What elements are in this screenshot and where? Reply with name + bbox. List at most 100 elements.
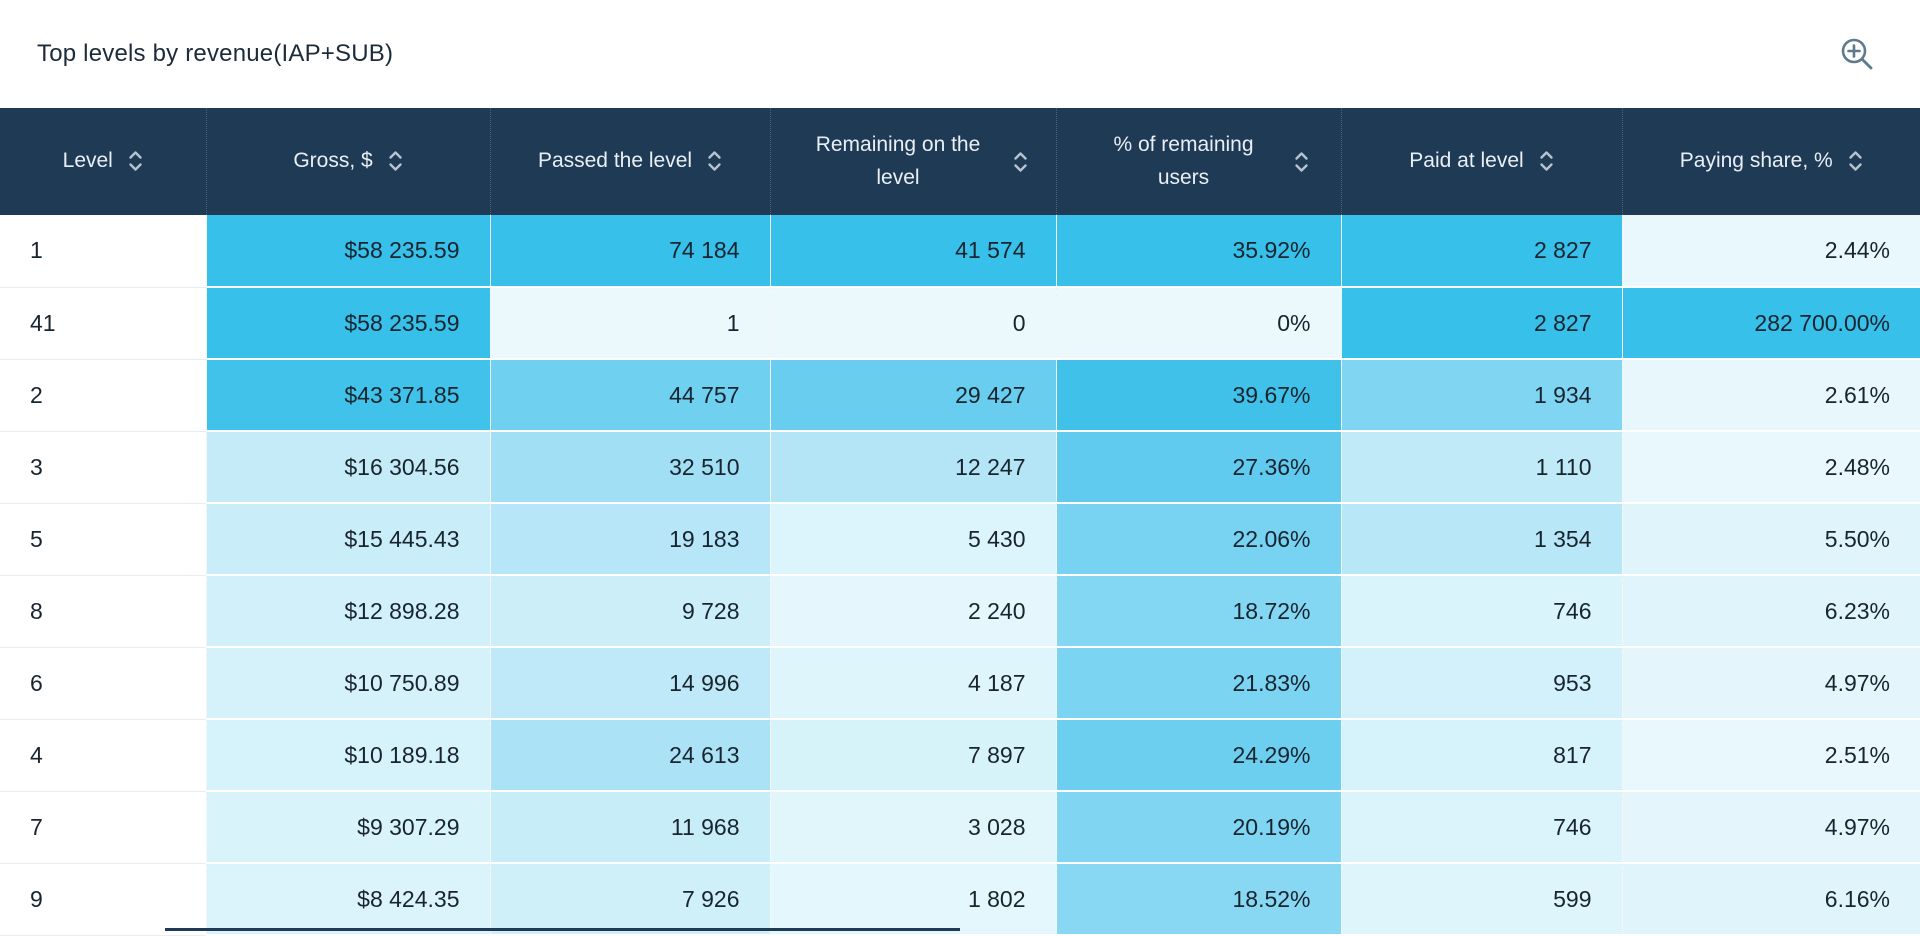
- value-cell: 817: [1340, 719, 1622, 792]
- value-cell: $43 371.85: [205, 359, 490, 432]
- value-cell: 1: [489, 287, 770, 360]
- value-cell: 4 187: [769, 647, 1056, 720]
- value-cell: 953: [1340, 647, 1622, 720]
- value-cell: 2 240: [769, 575, 1056, 648]
- table-row: 2 $43 371.85 44 757 29 427 39.67% 1 934 2.61%: [0, 359, 1920, 432]
- value-cell: 21.83%: [1055, 647, 1341, 720]
- value-cell: $16 304.56: [205, 431, 490, 504]
- value-cell: 746: [1340, 791, 1622, 864]
- sort-icon: [1849, 151, 1862, 172]
- value-cell: 2.51%: [1621, 719, 1920, 792]
- zoom-in-button[interactable]: [1834, 31, 1880, 77]
- column-header-paying-share[interactable]: Paying share, %: [1621, 108, 1920, 215]
- column-header-level[interactable]: Level: [0, 108, 206, 215]
- level-cell: 4: [0, 719, 206, 792]
- value-cell: 2 827: [1340, 287, 1622, 360]
- level-cell: 9: [0, 863, 206, 936]
- table-header: Level Gross, $ Passed the level: [0, 108, 1920, 215]
- next-widget-top-edge: [165, 928, 960, 931]
- value-cell: $9 307.29: [205, 791, 490, 864]
- table-row: 6 $10 750.89 14 996 4 187 21.83% 953 4.97%: [0, 647, 1920, 720]
- value-cell: 4.97%: [1621, 647, 1920, 720]
- magnifier-plus-icon: [1841, 38, 1873, 70]
- value-cell: 39.67%: [1055, 359, 1341, 432]
- sort-icon: [388, 151, 402, 172]
- value-cell: 24.29%: [1055, 719, 1341, 792]
- value-cell: 0%: [1055, 287, 1341, 360]
- column-header-gross[interactable]: Gross, $: [205, 108, 490, 215]
- column-header-remaining-on-the-level[interactable]: Remaining on the level: [769, 108, 1056, 215]
- level-cell: 2: [0, 359, 206, 432]
- value-cell: 19 183: [489, 503, 770, 576]
- value-cell: 12 247: [769, 431, 1056, 504]
- sort-icon: [1294, 151, 1308, 172]
- table-row: 3 $16 304.56 32 510 12 247 27.36% 1 110 2.48%: [0, 431, 1920, 504]
- level-cell: 5: [0, 503, 206, 576]
- column-header-percent-of-remaining-users[interactable]: % of remaining users: [1055, 108, 1341, 215]
- level-cell: 3: [0, 431, 206, 504]
- value-cell: 18.72%: [1055, 575, 1341, 648]
- column-label: Passed the level: [537, 149, 693, 173]
- value-cell: 2.44%: [1621, 215, 1920, 288]
- value-cell: 746: [1340, 575, 1622, 648]
- level-cell: 41: [0, 287, 206, 360]
- table-row: 9 $8 424.35 7 926 1 802 18.52% 599 6.16%: [0, 863, 1920, 936]
- value-cell: 1 110: [1340, 431, 1622, 504]
- value-cell: 1 354: [1340, 503, 1622, 576]
- value-cell: 27.36%: [1055, 431, 1341, 504]
- value-cell: 282 700.00%: [1621, 287, 1920, 360]
- value-cell: 2.61%: [1621, 359, 1920, 432]
- value-cell: 6.16%: [1621, 863, 1920, 936]
- column-header-paid-at-level[interactable]: Paid at level: [1340, 108, 1622, 215]
- column-label: % of remaining users: [1113, 132, 1254, 189]
- column-label: Gross, $: [293, 149, 373, 173]
- value-cell: 5.50%: [1621, 503, 1920, 576]
- table-row: 7 $9 307.29 11 968 3 028 20.19% 746 4.97%: [0, 791, 1920, 864]
- value-cell: 29 427: [769, 359, 1056, 432]
- value-cell: 14 996: [489, 647, 770, 720]
- value-cell: 0: [769, 287, 1056, 360]
- value-cell: 22.06%: [1055, 503, 1341, 576]
- table-row: 41 $58 235.59 1 0 0% 2 827 282 700.00%: [0, 287, 1920, 360]
- value-cell: 9 728: [489, 575, 770, 648]
- value-cell: 2 827: [1340, 215, 1622, 288]
- value-cell: 7 897: [769, 719, 1056, 792]
- widget-title: Top levels by revenue(IAP+SUB): [37, 40, 394, 67]
- value-cell: 74 184: [489, 215, 770, 288]
- levels-table: Level Gross, $ Passed the level: [0, 108, 1920, 936]
- value-cell: 41 574: [769, 215, 1056, 288]
- value-cell: $58 235.59: [205, 215, 490, 288]
- value-cell: 44 757: [489, 359, 770, 432]
- value-cell: 18.52%: [1055, 863, 1341, 936]
- value-cell: $15 445.43: [205, 503, 490, 576]
- value-cell: $58 235.59: [205, 287, 490, 360]
- value-cell: 7 926: [489, 863, 770, 936]
- level-cell: 8: [0, 575, 206, 648]
- value-cell: $10 750.89: [205, 647, 490, 720]
- table-body: 1 $58 235.59 74 184 41 574 35.92% 2 827 2.44% 4…: [0, 215, 1920, 936]
- column-label: Paid at level: [1409, 149, 1524, 173]
- value-cell: 6.23%: [1621, 575, 1920, 648]
- value-cell: 1 934: [1340, 359, 1622, 432]
- column-header-passed-the-level[interactable]: Passed the level: [489, 108, 770, 215]
- value-cell: 4.97%: [1621, 791, 1920, 864]
- value-cell: $10 189.18: [205, 719, 490, 792]
- value-cell: 35.92%: [1055, 215, 1341, 288]
- widget-title-bar: Top levels by revenue(IAP+SUB): [0, 0, 1920, 108]
- sort-icon: [129, 151, 142, 172]
- value-cell: 599: [1340, 863, 1622, 936]
- value-cell: $12 898.28: [205, 575, 490, 648]
- value-cell: $8 424.35: [205, 863, 490, 936]
- value-cell: 20.19%: [1055, 791, 1341, 864]
- table-row: 5 $15 445.43 19 183 5 430 22.06% 1 354 5.50%: [0, 503, 1920, 576]
- level-cell: 6: [0, 647, 206, 720]
- sort-icon: [1014, 151, 1027, 172]
- level-cell: 7: [0, 791, 206, 864]
- value-cell: 3 028: [769, 791, 1056, 864]
- level-cell: 1: [0, 215, 206, 288]
- value-cell: 5 430: [769, 503, 1056, 576]
- table-row: 1 $58 235.59 74 184 41 574 35.92% 2 827 2.44%: [0, 215, 1920, 288]
- column-label: Paying share, %: [1679, 149, 1833, 173]
- sort-icon: [1540, 151, 1553, 172]
